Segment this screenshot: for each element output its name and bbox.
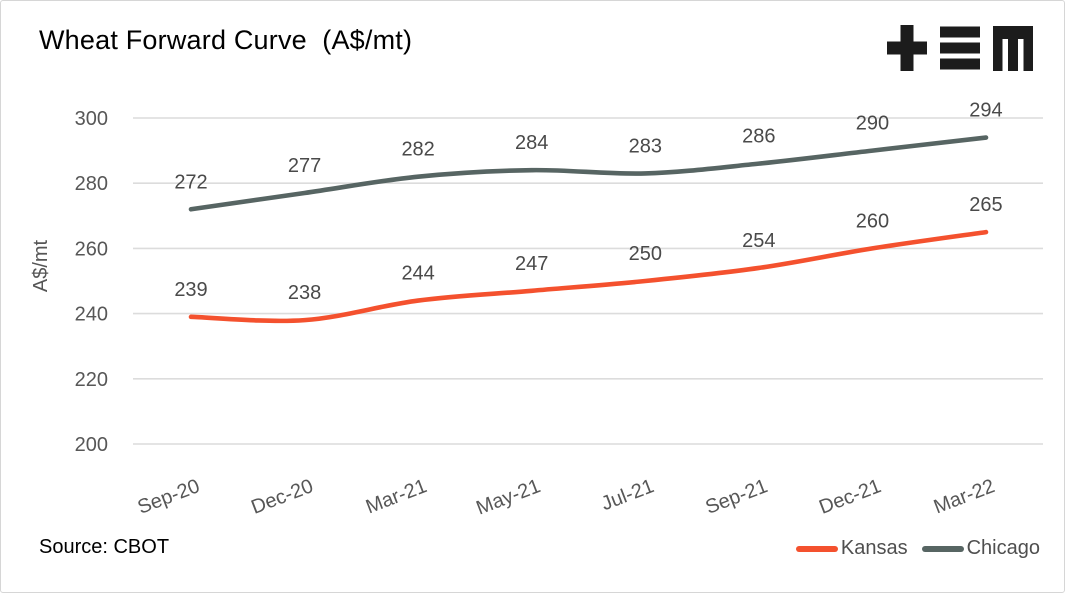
legend-item-kansas[interactable]: Kansas bbox=[795, 537, 908, 560]
y-tick-label: 260 bbox=[75, 238, 108, 260]
logo-bars-icon bbox=[940, 26, 980, 70]
data-label-chicago: 286 bbox=[742, 126, 775, 148]
kansas-line-swatch bbox=[795, 545, 838, 552]
data-label-kansas: 254 bbox=[742, 230, 775, 252]
x-tick-label: Dec-21 bbox=[816, 475, 884, 519]
x-tick-label: Mar-21 bbox=[363, 475, 430, 518]
x-tick-label: Sep-21 bbox=[703, 475, 771, 519]
series-line-chicago[interactable] bbox=[188, 135, 989, 212]
x-tick-label: Mar-22 bbox=[931, 475, 998, 518]
chart-legend: Kansas Chicago bbox=[795, 537, 1040, 560]
x-tick-label: Sep-20 bbox=[135, 475, 203, 519]
data-label-chicago: 284 bbox=[515, 132, 548, 154]
data-label-chicago: 290 bbox=[856, 113, 889, 135]
source-note: Source: CBOT bbox=[39, 536, 170, 558]
y-tick-label: 280 bbox=[75, 173, 108, 195]
chart-title: Wheat Forward Curve (A$/mt) bbox=[39, 25, 413, 55]
y-tick-label: 220 bbox=[75, 369, 108, 391]
data-label-kansas: 247 bbox=[515, 253, 548, 275]
x-tick-label: Jul-21 bbox=[598, 475, 657, 515]
data-label-kansas: 239 bbox=[174, 279, 207, 301]
data-label-chicago: 283 bbox=[629, 135, 662, 157]
logo-m-icon bbox=[993, 26, 1033, 71]
y-tick-label: 200 bbox=[75, 434, 108, 456]
x-tick-label: Dec-20 bbox=[248, 475, 316, 519]
legend-item-chicago[interactable]: Chicago bbox=[921, 537, 1040, 560]
data-label-chicago: 294 bbox=[969, 100, 1002, 122]
data-label-kansas: 265 bbox=[969, 194, 1002, 216]
data-label-chicago: 277 bbox=[288, 155, 321, 177]
legend-label-kansas: Kansas bbox=[840, 537, 908, 559]
data-label-chicago: 282 bbox=[401, 139, 434, 161]
data-label-kansas: 260 bbox=[856, 210, 889, 232]
y-axis-title: A$/mt bbox=[30, 239, 52, 293]
data-label-chicago: 272 bbox=[174, 171, 207, 193]
data-label-kansas: 244 bbox=[401, 263, 434, 285]
tem-logo bbox=[887, 25, 1033, 71]
x-tick-label: May-21 bbox=[473, 475, 543, 519]
y-tick-label: 240 bbox=[75, 304, 108, 326]
chicago-line-swatch bbox=[921, 545, 964, 552]
y-tick-label: 300 bbox=[75, 108, 108, 130]
legend-label-chicago: Chicago bbox=[966, 537, 1040, 559]
logo-plus-icon bbox=[887, 25, 927, 71]
data-label-kansas: 238 bbox=[288, 282, 321, 304]
series-line-kansas[interactable] bbox=[188, 229, 989, 324]
data-label-kansas: 250 bbox=[629, 243, 662, 265]
